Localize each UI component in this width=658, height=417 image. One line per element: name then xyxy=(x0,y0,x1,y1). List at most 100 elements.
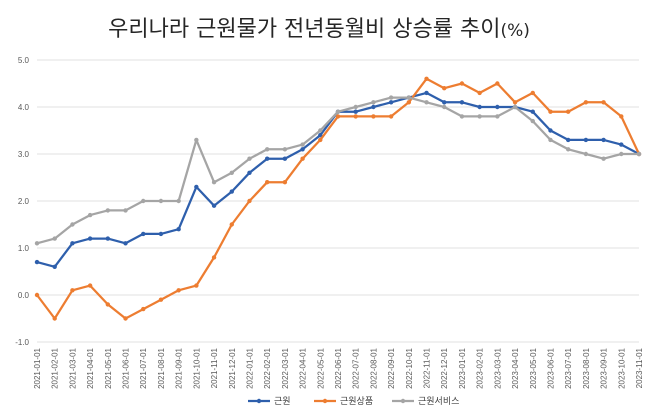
series-line xyxy=(35,91,641,268)
data-point xyxy=(495,104,500,110)
data-point xyxy=(442,86,447,91)
data-point xyxy=(264,147,270,152)
data-point xyxy=(495,114,500,119)
x-tick-label: 2022-08-01 xyxy=(369,347,378,388)
x-tick-label: 2023-07-01 xyxy=(564,347,573,388)
x-tick-label: 2021-11-01 xyxy=(210,347,219,388)
data-point xyxy=(194,283,199,288)
data-point xyxy=(123,316,128,321)
data-point xyxy=(353,104,358,110)
y-tick-label: 4.0 xyxy=(18,103,30,112)
x-tick-label: 2021-12-01 xyxy=(228,347,237,388)
data-point xyxy=(619,151,624,157)
data-point xyxy=(34,292,40,298)
data-point xyxy=(158,297,164,302)
x-tick-label: 2023-08-01 xyxy=(582,347,591,388)
data-point xyxy=(619,114,624,119)
data-point xyxy=(530,109,535,114)
data-point xyxy=(601,137,606,143)
data-point xyxy=(601,100,606,105)
legend-swatch-marker xyxy=(322,398,328,404)
data-point xyxy=(512,104,518,110)
data-point xyxy=(318,128,323,133)
y-tick-label: 0.0 xyxy=(18,291,30,300)
x-tick-label: 2021-07-01 xyxy=(139,347,148,388)
data-point xyxy=(158,231,164,237)
data-point xyxy=(123,208,128,213)
y-tick-label: 3.0 xyxy=(18,150,30,159)
data-point xyxy=(548,137,553,143)
data-point xyxy=(371,104,376,110)
data-point xyxy=(211,255,217,260)
x-tick-label: 2023-09-01 xyxy=(600,347,609,388)
data-point xyxy=(211,203,217,208)
x-tick-label: 2022-01-01 xyxy=(245,347,254,388)
data-point xyxy=(264,180,270,185)
data-point xyxy=(371,114,376,119)
x-tick-label: 2022-10-01 xyxy=(405,347,414,388)
x-tick-label: 2023-06-01 xyxy=(546,347,555,388)
y-axis-ticks: -1.0 0.0 1.0 2.0 3.0 4.0 5.0 xyxy=(15,56,29,347)
x-tick-label: 2022-05-01 xyxy=(316,347,325,388)
legend: 근원 근원상품 근원서비스 xyxy=(248,396,459,407)
x-tick-label: 2023-05-01 xyxy=(529,347,538,388)
data-point xyxy=(105,302,111,307)
data-point xyxy=(406,95,412,100)
x-tick-label: 2021-08-01 xyxy=(157,347,166,388)
x-tick-label: 2023-03-01 xyxy=(493,347,502,388)
data-point xyxy=(247,156,252,161)
data-point xyxy=(300,156,305,161)
gridlines xyxy=(37,59,639,343)
x-tick-label: 2023-10-01 xyxy=(617,347,626,388)
legend-label: 근원서비스 xyxy=(418,396,459,407)
series-lines xyxy=(34,76,642,321)
data-point xyxy=(70,288,75,293)
data-point xyxy=(176,227,181,232)
data-point xyxy=(123,241,128,246)
data-point xyxy=(371,100,376,105)
x-tick-label: 2022-12-01 xyxy=(440,347,449,388)
data-point xyxy=(318,137,323,143)
x-tick-label: 2022-11-01 xyxy=(423,347,432,388)
data-point xyxy=(442,100,447,105)
x-tick-label: 2022-09-01 xyxy=(387,347,396,388)
data-point xyxy=(34,259,40,265)
data-point xyxy=(300,142,305,147)
y-tick-label: 1.0 xyxy=(18,244,30,253)
x-tick-label: 2023-04-01 xyxy=(511,347,520,388)
x-tick-label: 2021-05-01 xyxy=(104,347,113,388)
data-point xyxy=(87,212,93,218)
data-point xyxy=(495,81,500,86)
x-tick-label: 2022-02-01 xyxy=(263,347,272,388)
series-3 xyxy=(34,95,642,246)
data-point xyxy=(87,236,93,241)
data-point xyxy=(105,236,111,241)
data-point xyxy=(176,198,181,204)
data-point xyxy=(247,198,252,204)
data-point xyxy=(388,114,394,119)
legend-swatch-marker xyxy=(256,398,262,404)
data-point xyxy=(601,156,606,161)
data-point xyxy=(424,90,429,96)
data-point xyxy=(583,137,589,143)
data-point xyxy=(247,170,252,175)
data-point xyxy=(264,156,270,161)
data-point xyxy=(459,100,465,105)
data-point xyxy=(353,109,358,114)
y-tick-label: 5.0 xyxy=(18,56,30,65)
legend-item: 근원서비스 xyxy=(392,396,459,407)
x-tick-label: 2023-11-01 xyxy=(635,347,644,388)
data-point xyxy=(300,147,305,152)
data-point xyxy=(194,137,199,143)
data-point xyxy=(87,283,93,288)
data-point xyxy=(388,95,394,100)
y-tick-label: 2.0 xyxy=(18,197,30,206)
data-point xyxy=(477,114,482,119)
data-point xyxy=(211,180,217,185)
x-tick-label: 2021-06-01 xyxy=(122,347,131,388)
x-tick-label: 2021-10-01 xyxy=(192,347,201,388)
data-point xyxy=(548,109,553,114)
data-point xyxy=(424,76,429,82)
x-tick-label: 2021-09-01 xyxy=(175,347,184,388)
